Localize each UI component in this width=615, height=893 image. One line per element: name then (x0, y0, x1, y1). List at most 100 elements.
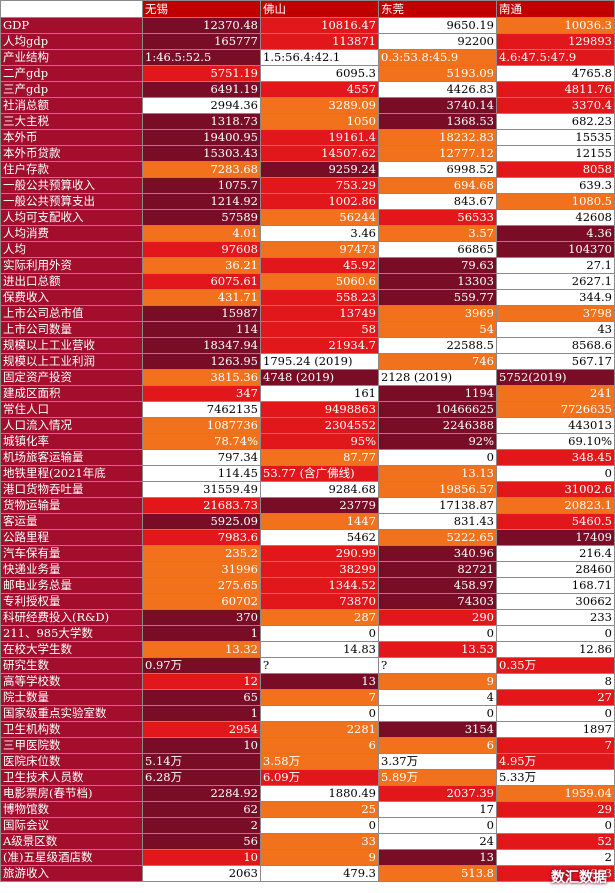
data-cell: 79.63 (378, 257, 497, 274)
row-label: 客运量 (0, 513, 143, 530)
row-label: 三产gdp (0, 81, 143, 98)
data-cell: 0 (260, 625, 379, 642)
data-cell: 7 (260, 689, 379, 706)
table-row: 三大主税 1318.73 1050 1368.53 682.23 (0, 113, 615, 130)
data-cell: 18347.94 (142, 337, 261, 354)
data-cell: 5.89万 (378, 769, 497, 786)
row-label: 三甲医院数 (0, 737, 143, 754)
brand-logo: 数汇数据 (551, 870, 607, 886)
row-label: 上市公司总市值 (0, 305, 143, 322)
table-row: 科研经费投入(R&D) 370 287 290 233 (0, 609, 615, 626)
data-cell: 3815.36 (142, 369, 261, 386)
data-cell: 7 (496, 737, 615, 754)
row-label: 邮电业务总量 (0, 577, 143, 594)
data-cell: 5462 (260, 529, 379, 546)
data-cell: 0 (260, 817, 379, 834)
table-row: 二产gdp 5751.19 6095.3 5193.09 4765.8 (0, 65, 615, 82)
data-cell: 19400.95 (142, 129, 261, 146)
row-label: 卫生机构数 (0, 721, 143, 738)
row-label: 港口货物吞吐量 (0, 481, 143, 498)
row-label: 规模以上工业利润 (0, 353, 143, 370)
data-cell: 95% (260, 433, 379, 450)
data-cell: 6998.52 (378, 161, 497, 178)
row-label: 院士数量 (0, 689, 143, 706)
data-cell: 0 (260, 705, 379, 722)
data-cell: 12155 (496, 145, 615, 162)
row-label: 国家级重点实验室数 (0, 705, 143, 722)
data-cell: 87.77 (260, 449, 379, 466)
data-cell: 168.71 (496, 577, 615, 594)
header-corner-cell (0, 0, 143, 18)
data-cell: 1880.49 (260, 785, 379, 802)
data-cell: 6491.19 (142, 81, 261, 98)
data-cell: 8 (496, 673, 615, 690)
table-row: A级景区数 56 33 24 52 (0, 833, 615, 850)
data-cell: 1344.52 (260, 577, 379, 594)
data-cell: 7462135 (142, 401, 261, 418)
data-cell: 5193.09 (378, 65, 497, 82)
data-cell: 4.95万 (496, 753, 615, 770)
data-cell: 92% (378, 433, 497, 450)
data-cell: 1447 (260, 513, 379, 530)
data-cell: 24 (378, 833, 497, 850)
data-cell: 9498863 (260, 401, 379, 418)
header-dongguan: 东莞 (378, 0, 497, 18)
data-cell: 5222.65 (378, 529, 497, 546)
data-cell: 56533 (378, 209, 497, 226)
data-cell: 797.34 (142, 449, 261, 466)
data-cell: 60702 (142, 593, 261, 610)
data-cell: 8568.6 (496, 337, 615, 354)
row-label: 保费收入 (0, 289, 143, 306)
data-cell: 104370 (496, 241, 615, 258)
data-cell: 22588.5 (378, 337, 497, 354)
data-cell: 2627.1 (496, 273, 615, 290)
row-label: 公路里程 (0, 529, 143, 546)
data-cell: 97608 (142, 241, 261, 258)
data-cell: 1 (142, 625, 261, 642)
data-cell: 6095.3 (260, 65, 379, 82)
data-cell: 348.45 (496, 449, 615, 466)
row-label: 建成区面积 (0, 385, 143, 402)
data-cell: 31996 (142, 561, 261, 578)
data-cell: 15303.43 (142, 145, 261, 162)
data-cell: 287 (260, 609, 379, 626)
data-cell: 56244 (260, 209, 379, 226)
data-cell: 13.53 (378, 641, 497, 658)
data-cell: 12370.48 (142, 17, 261, 34)
data-cell: 19856.57 (378, 481, 497, 498)
row-label: 科研经费投入(R&D) (0, 609, 143, 626)
data-cell: 746 (378, 353, 497, 370)
row-label: (准)五星级酒店数 (0, 849, 143, 866)
row-label: 电影票房(春节档) (0, 785, 143, 802)
data-cell: 693 (496, 865, 615, 882)
data-cell: 1080.5 (496, 193, 615, 210)
data-cell: 843.67 (378, 193, 497, 210)
table-row: 地铁里程(2021年底 114.45 53.77 (含广佛线) 13.13 0 (0, 465, 615, 482)
table-row: 旅游收入 2063 479.3 513.8 693 (0, 865, 615, 882)
data-cell: 1194 (378, 385, 497, 402)
data-cell: 2 (496, 849, 615, 866)
row-label: 三大主税 (0, 113, 143, 130)
data-cell: 113871 (260, 33, 379, 50)
data-cell: 6 (260, 737, 379, 754)
data-cell: 1795.24 (2019) (260, 353, 379, 370)
data-cell: 114.45 (142, 465, 261, 482)
table-row: 货物运输量 21683.73 23779 17138.87 20823.1 (0, 497, 615, 514)
table-row: 211、985大学数 1 0 0 0 (0, 625, 615, 642)
data-cell: 4811.76 (496, 81, 615, 98)
data-cell: 2 (142, 817, 261, 834)
table-row: 汽车保有量 235.2 290.99 340.96 216.4 (0, 545, 615, 562)
data-cell: 13749 (260, 305, 379, 322)
row-label: 人均 (0, 241, 143, 258)
data-cell: 82721 (378, 561, 497, 578)
data-cell: 1.5:56.4:42.1 (260, 49, 379, 66)
data-cell: 30662 (496, 593, 615, 610)
data-cell: 2304552 (260, 417, 379, 434)
table-row: 博物馆数 62 25 17 29 (0, 801, 615, 818)
data-cell: 21934.7 (260, 337, 379, 354)
table-row: 常住人口 7462135 9498863 10466625 7726635 (0, 401, 615, 418)
table-row: 国家级重点实验室数 1 0 0 0 (0, 705, 615, 722)
table-row: 进出口总额 6075.61 5060.6 13303 2627.1 (0, 273, 615, 290)
data-cell: 33 (260, 833, 379, 850)
